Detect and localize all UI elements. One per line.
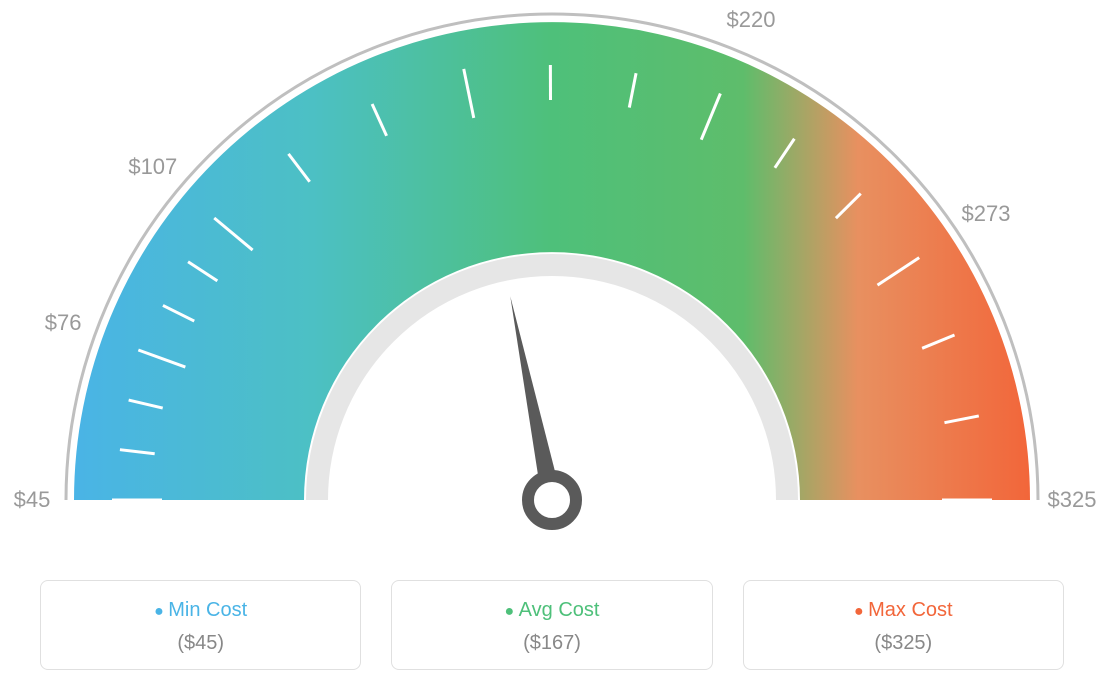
min-cost-label: Min Cost xyxy=(51,599,350,622)
gauge-tick-label: $325 xyxy=(1048,487,1097,513)
min-cost-value: ($45) xyxy=(51,632,350,655)
gauge-svg xyxy=(0,0,1104,560)
avg-cost-card: Avg Cost ($167) xyxy=(391,580,712,670)
min-cost-card: Min Cost ($45) xyxy=(40,580,361,670)
gauge-tick-label: $45 xyxy=(14,487,51,513)
gauge-tick-label: $167 xyxy=(423,0,472,4)
max-cost-value: ($325) xyxy=(754,632,1053,655)
gauge-area: $45 $76 $107 $167 $220 $273 $325 xyxy=(0,0,1104,560)
max-cost-card: Max Cost ($325) xyxy=(743,580,1064,670)
legend-row: Min Cost ($45) Avg Cost ($167) Max Cost … xyxy=(40,580,1064,670)
gauge-tick-label: $220 xyxy=(727,7,776,33)
avg-cost-value: ($167) xyxy=(402,632,701,655)
gauge-tick-label: $107 xyxy=(128,154,177,180)
max-cost-label: Max Cost xyxy=(754,599,1053,622)
gauge-tick-label: $76 xyxy=(45,310,82,336)
avg-cost-label: Avg Cost xyxy=(402,599,701,622)
chart-container: $45 $76 $107 $167 $220 $273 $325 Min Cost ($45… xyxy=(0,0,1104,690)
gauge-tick-label: $273 xyxy=(961,201,1010,227)
